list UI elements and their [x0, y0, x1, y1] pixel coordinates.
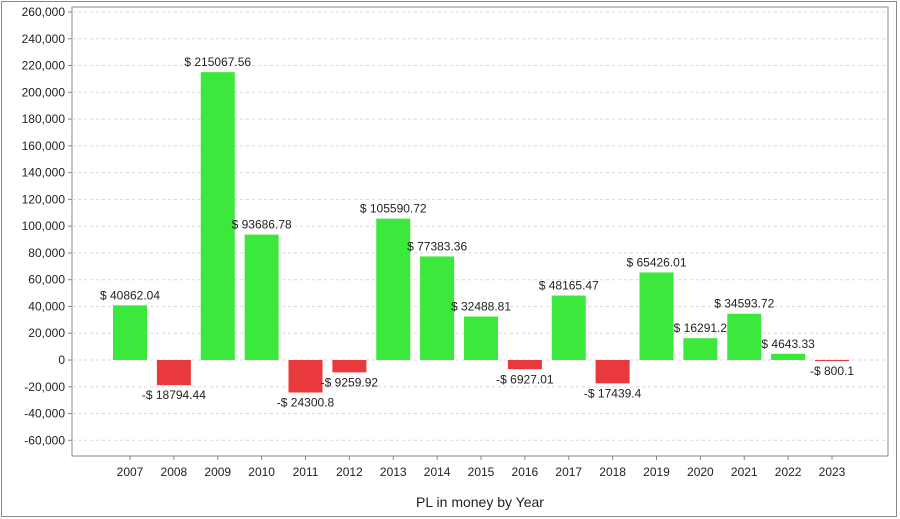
data-label: $ 32488.81	[451, 300, 511, 314]
bar-2010	[244, 234, 279, 360]
y-tick-label: 20,000	[28, 326, 65, 340]
bar-2022	[771, 353, 806, 360]
y-tick-label: 120,000	[22, 192, 66, 206]
y-tick-label: 60,000	[28, 273, 65, 287]
y-tick-label: 220,000	[22, 59, 66, 73]
y-tick-label: 0	[58, 353, 65, 367]
x-tick-label: 2013	[380, 465, 407, 479]
data-label: $ 65426.01	[626, 255, 686, 269]
y-tick-label: 80,000	[28, 246, 65, 260]
bar-2007	[113, 305, 147, 360]
bar-2012	[332, 360, 367, 373]
bar-2013	[376, 218, 411, 360]
bar-2008	[156, 360, 191, 386]
bar-2011	[288, 360, 323, 393]
data-label: -$ 800.1	[810, 364, 854, 378]
data-label: -$ 6927.01	[496, 372, 554, 386]
x-tick-label: 2018	[599, 465, 626, 479]
bar-2017	[551, 295, 586, 360]
data-label: $ 48165.47	[539, 279, 599, 293]
x-tick-label: 2020	[687, 465, 714, 479]
y-tick-label: 260,000	[22, 5, 66, 19]
data-label: $ 40862.04	[100, 288, 160, 302]
bar-2020	[683, 338, 718, 360]
x-tick-label: 2010	[248, 465, 275, 479]
data-label: $ 77383.36	[407, 239, 467, 253]
y-tick-label: 180,000	[22, 112, 66, 126]
data-label: $ 16291.2	[674, 321, 728, 335]
bar-2019	[639, 272, 674, 360]
bar-2016	[507, 360, 542, 370]
y-tick-label: 240,000	[22, 32, 66, 46]
data-label: -$ 9259.92	[321, 375, 379, 389]
x-tick-label: 2014	[424, 465, 451, 479]
y-tick-label: -20,000	[24, 380, 65, 394]
x-tick-label: 2009	[204, 465, 231, 479]
x-tick-label: 2023	[819, 465, 846, 479]
data-label: $ 4643.33	[761, 337, 815, 351]
data-label: -$ 17439.4	[584, 386, 642, 400]
x-tick-label: 2011	[293, 465, 319, 479]
x-tick-label: 2021	[731, 465, 758, 479]
y-tick-label: 140,000	[22, 166, 66, 180]
bar-2014	[420, 256, 455, 360]
x-tick-label: 2007	[117, 465, 144, 479]
x-tick-label: 2017	[555, 465, 582, 479]
x-tick-label: 2022	[775, 465, 802, 479]
x-tick-label: 2016	[512, 465, 539, 479]
bar-2009	[200, 72, 235, 360]
data-label: $ 105590.72	[360, 202, 427, 216]
data-label: $ 93686.78	[232, 218, 292, 232]
data-label: -$ 24300.8	[277, 396, 335, 410]
x-tick-label: 2012	[336, 465, 363, 479]
y-tick-label: 40,000	[28, 299, 65, 313]
bar-2015	[464, 316, 498, 360]
data-label: $ 34593.72	[714, 297, 774, 311]
x-tick-label: 2019	[643, 465, 670, 479]
x-tick-label: 2008	[161, 465, 188, 479]
y-tick-label: 160,000	[22, 139, 66, 153]
x-axis-title: PL in money by Year	[416, 494, 544, 510]
bar-2018	[595, 360, 630, 384]
data-label: -$ 18794.44	[142, 388, 206, 402]
y-tick-label: -40,000	[24, 407, 65, 421]
x-tick-label: 2015	[468, 465, 495, 479]
y-tick-label: -60,000	[24, 433, 65, 447]
y-tick-label: 200,000	[22, 85, 66, 99]
plot-area	[71, 6, 889, 457]
bar-2023	[815, 360, 849, 362]
data-label: $ 215067.56	[184, 55, 251, 69]
bar-2021	[727, 313, 762, 360]
y-tick-label: 100,000	[22, 219, 66, 233]
